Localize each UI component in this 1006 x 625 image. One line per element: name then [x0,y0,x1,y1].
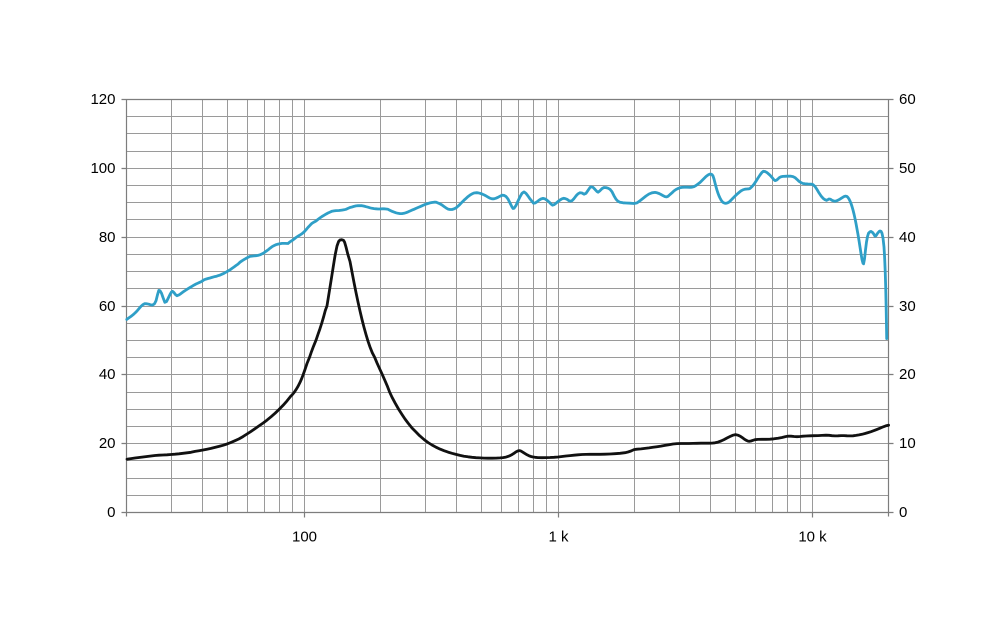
svg-text:60: 60 [899,91,916,108]
svg-text:40: 40 [99,366,116,383]
svg-text:0: 0 [899,504,907,521]
svg-text:20: 20 [99,435,116,452]
svg-text:100: 100 [90,160,115,177]
svg-text:1 k: 1 k [548,529,569,546]
svg-text:100: 100 [292,529,317,546]
svg-text:0: 0 [107,504,115,521]
svg-text:10 k: 10 k [798,529,827,546]
svg-text:30: 30 [899,298,916,315]
svg-text:50: 50 [899,160,916,177]
svg-text:10: 10 [899,435,916,452]
svg-text:60: 60 [99,298,116,315]
svg-text:80: 80 [99,229,116,246]
svg-text:40: 40 [899,229,916,246]
svg-text:20: 20 [899,366,916,383]
svg-text:120: 120 [90,91,115,108]
